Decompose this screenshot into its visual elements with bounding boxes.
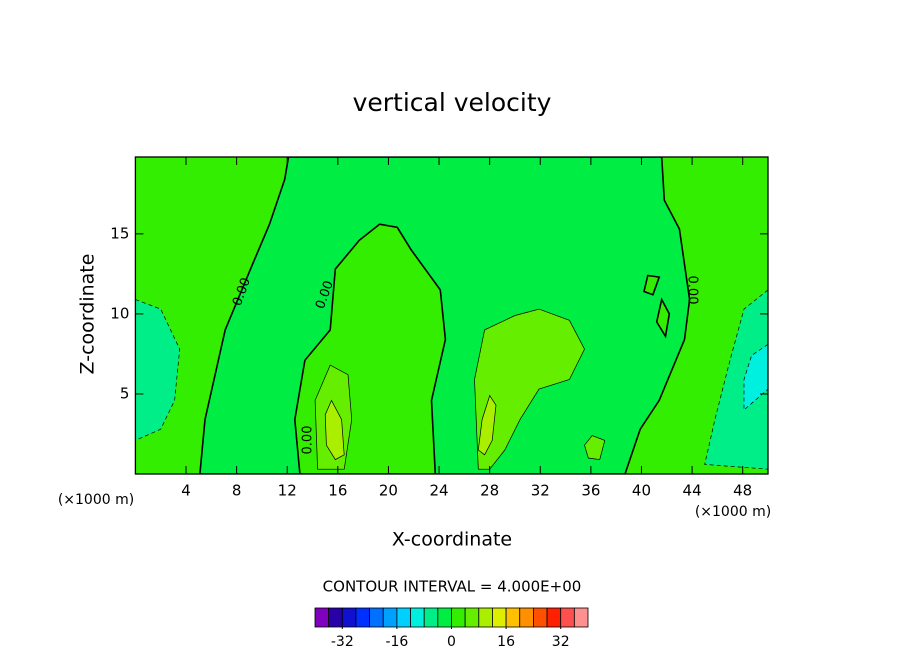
contour-region [655, 297, 671, 339]
contour-label: 0.00 [685, 276, 700, 305]
colorbar-box [410, 607, 425, 628]
x-tick-label: 8 [232, 482, 242, 500]
x-tick-label: 16 [328, 482, 347, 500]
contour-interval: CONTOUR INTERVAL = 4.000E+00 [323, 578, 582, 596]
colorbar-box [560, 607, 575, 628]
x-tick-label: 28 [480, 482, 499, 500]
colorbar-box [573, 607, 589, 628]
x-unit-label: (×1000 m) [58, 492, 134, 508]
colorbar-box [341, 607, 357, 628]
x-tick-label: 24 [430, 482, 449, 500]
colorbar-box [396, 607, 411, 628]
x-tick-label: 48 [733, 482, 752, 500]
contour-region [584, 435, 606, 460]
x-axis-title: X-coordinate [392, 529, 512, 551]
colorbar-box [355, 607, 371, 628]
x-tick-label: 36 [581, 482, 600, 500]
contour-region [643, 274, 661, 296]
colorbar-box [533, 607, 548, 628]
x-unit-label: (×1000 m) [695, 504, 771, 520]
y-tick-label: 15 [110, 224, 129, 242]
colorbar-box [451, 607, 466, 628]
x-tick-label: 44 [683, 482, 702, 500]
colorbar-tick-label: 0 [447, 634, 456, 650]
y-tick-label: 10 [110, 304, 129, 322]
colorbar-box [314, 607, 330, 628]
x-tick-label: 20 [379, 482, 398, 500]
colorbar-box [505, 607, 521, 628]
colorbar-box [369, 607, 384, 628]
chart-title: vertical velocity [353, 88, 552, 117]
colorbar-tick-label: 16 [497, 634, 515, 650]
contour-region [324, 399, 345, 461]
colorbar-box [328, 607, 343, 628]
colorbar-box [519, 607, 534, 628]
x-tick-label: 40 [632, 482, 651, 500]
colorbar-box [382, 607, 398, 628]
contour-label: 0.00 [301, 426, 316, 455]
colorbar-box [546, 607, 562, 628]
colorbar-tick-label: 32 [552, 634, 570, 650]
x-tick-label: 32 [531, 482, 550, 500]
colorbar-box [423, 607, 439, 628]
colorbar-box [437, 607, 452, 628]
contour-field [135, 157, 768, 474]
colorbar-tick-label: -32 [331, 634, 354, 650]
colorbar-box [478, 607, 493, 628]
contour-region [474, 308, 585, 470]
y-axis-title: Z-coordinate [77, 254, 99, 375]
y-tick-label: 5 [120, 384, 130, 402]
colorbar-box [464, 607, 480, 628]
contour-region [704, 289, 768, 470]
x-tick-label: 12 [278, 482, 297, 500]
colorbar-tick-label: -16 [385, 634, 408, 650]
plot-frame [134, 156, 769, 475]
contour-region [477, 394, 497, 456]
x-tick-label: 4 [181, 482, 191, 500]
colorbar-box [492, 607, 507, 628]
